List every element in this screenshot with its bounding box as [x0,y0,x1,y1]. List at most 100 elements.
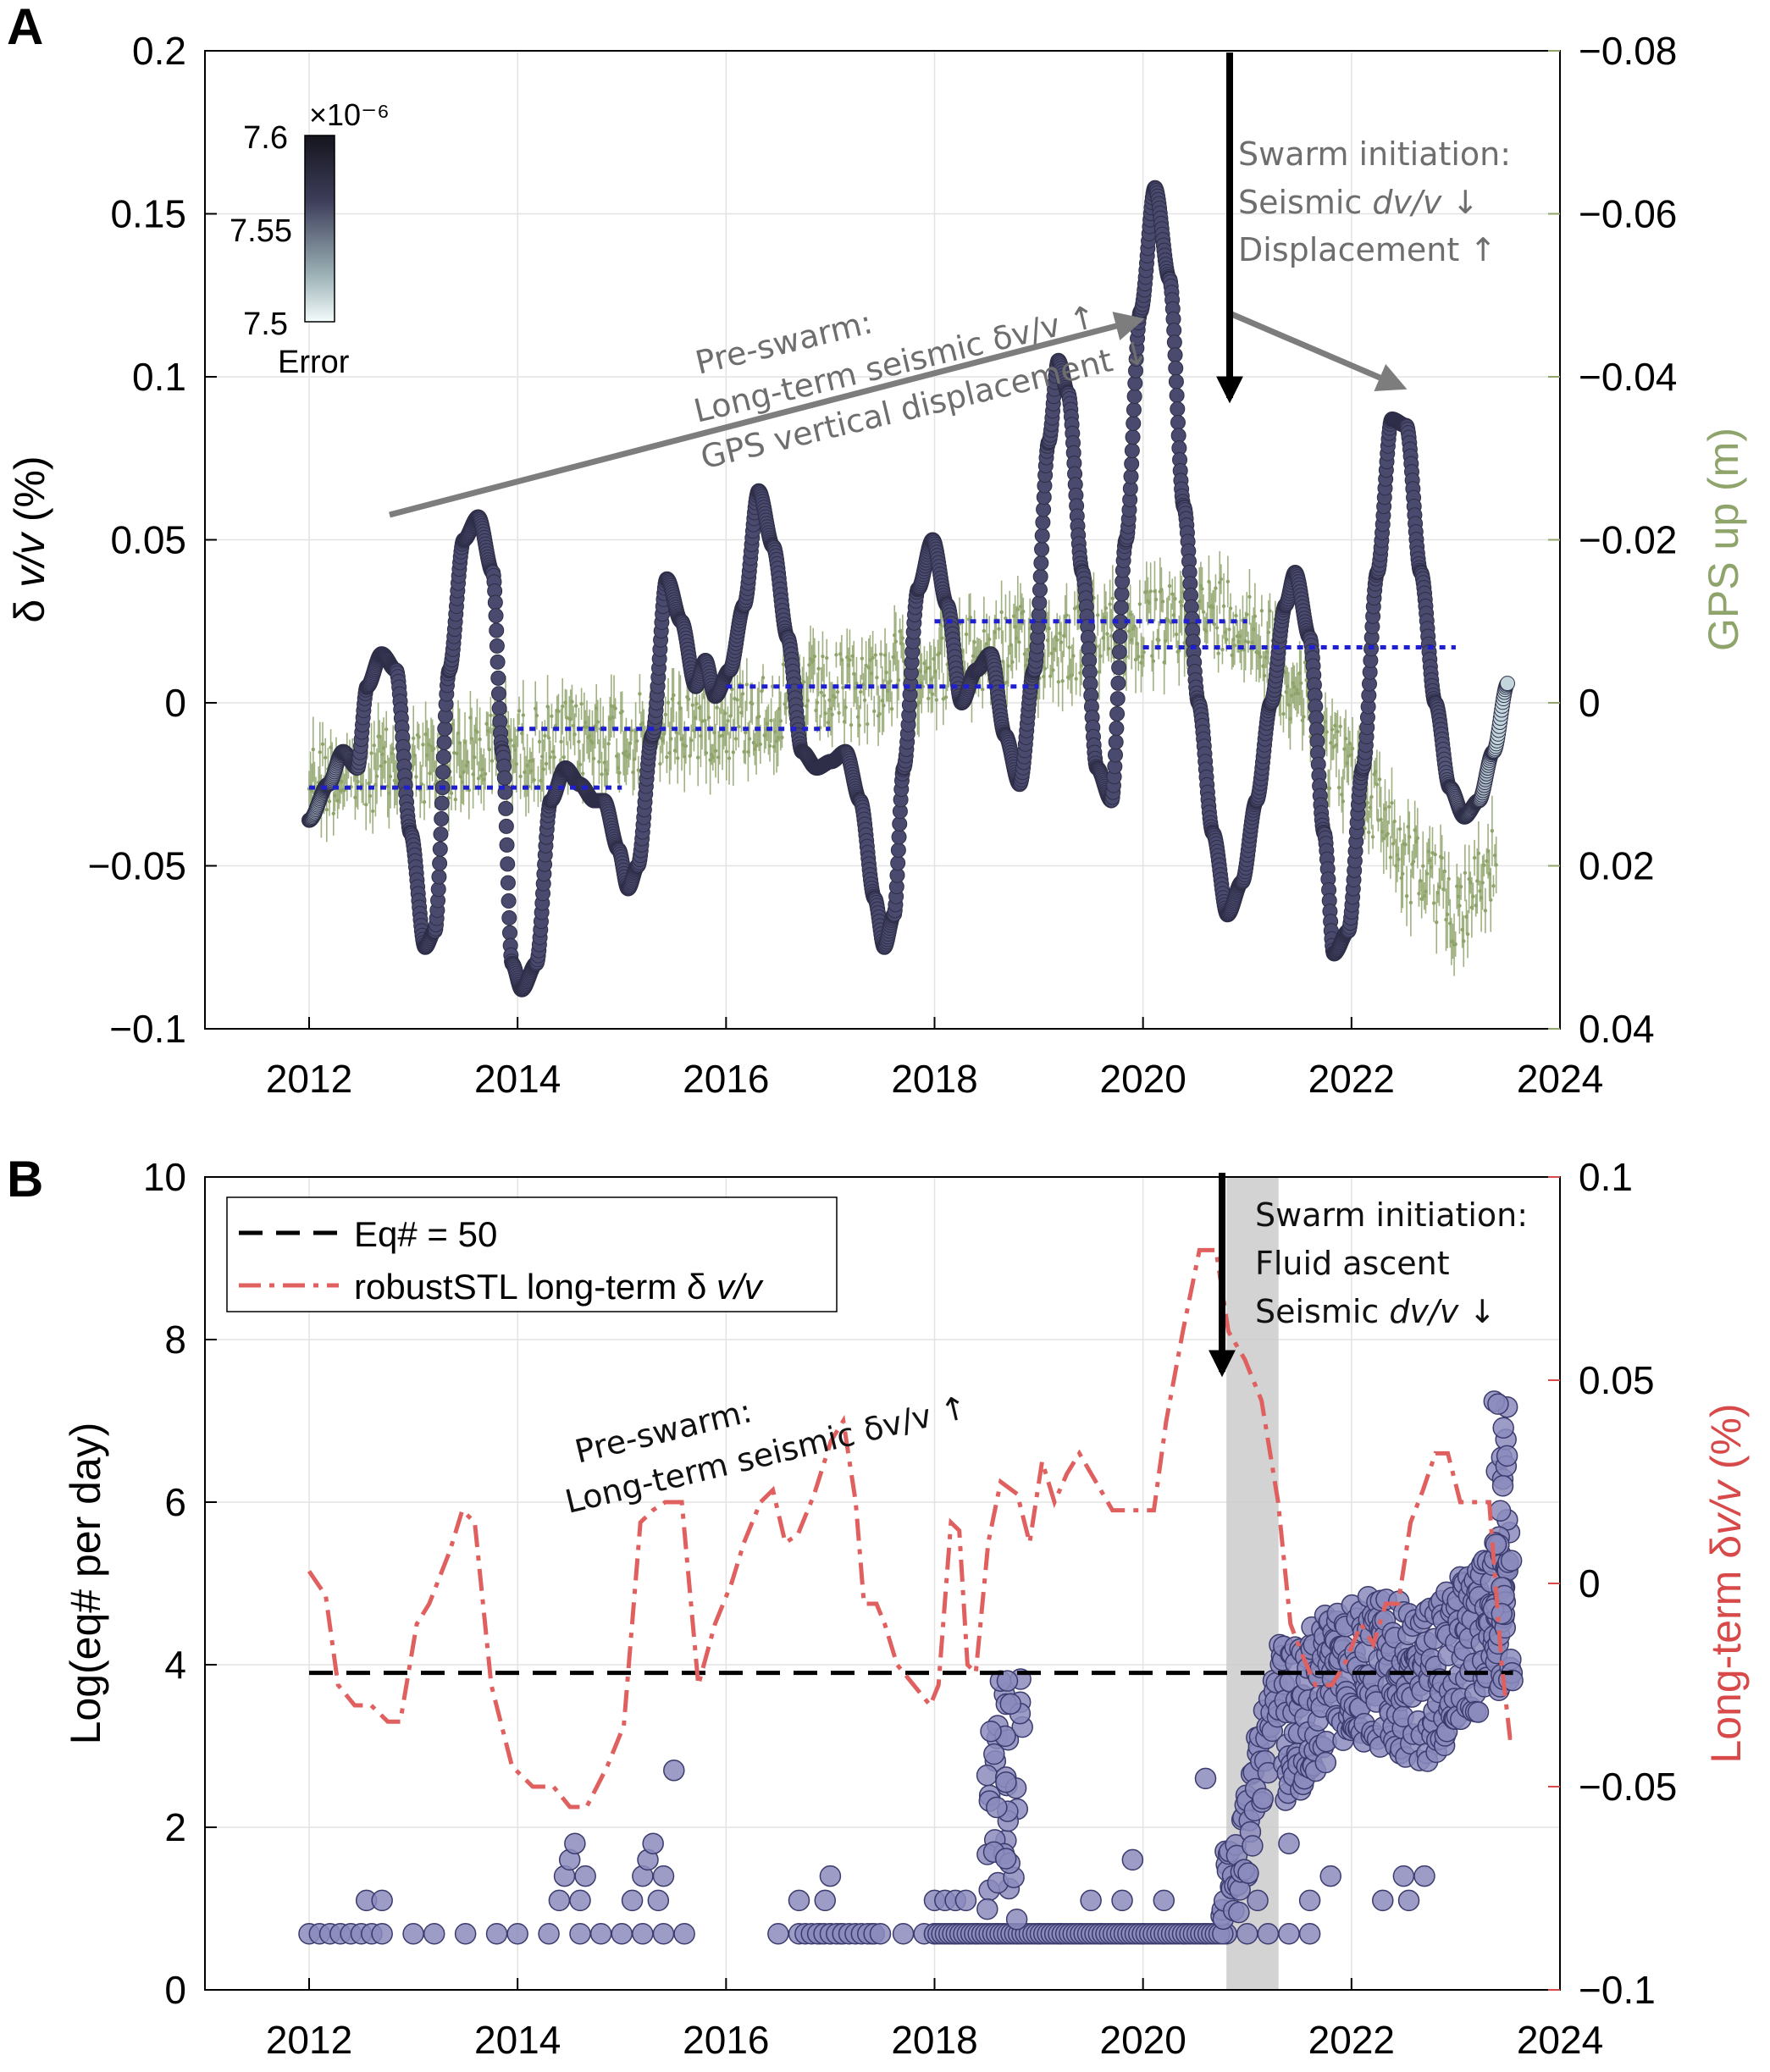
gps-point [600,772,604,776]
dvv-point [1126,389,1142,405]
ylabel-b-prefix: Long-term δ [1702,1535,1750,1764]
gps-point [1247,594,1252,599]
gps-point [475,730,479,734]
gps-point [1408,835,1412,839]
gps-point [374,774,379,778]
gps-point [1015,607,1021,611]
dvv-point [431,869,447,885]
gps-point [841,685,845,690]
annotation-a-swarm-2-prefix: Seismic [1238,184,1372,221]
dvv-point [890,855,906,871]
gps-point [1404,894,1409,898]
gps-point [1330,727,1335,732]
gps-point [636,768,641,772]
gps-point [1370,835,1375,839]
x-tick-label: 2022 [1308,2018,1395,2062]
gps-point [780,735,784,740]
eq-point [1372,1889,1394,1912]
gps-point [1336,785,1341,790]
gps-point [1103,605,1109,611]
gps-point [879,652,883,656]
gps-point [1225,638,1229,642]
eq-point [1487,1393,1509,1415]
gps-point [860,656,865,660]
dvv-point [489,638,505,654]
dvv-point [1032,582,1048,598]
gps-point [1299,681,1303,685]
dvv-point [490,686,506,702]
gps-point [606,742,611,746]
x-tick-label: 2016 [683,1057,769,1101]
gps-point [690,703,695,707]
gps-point [771,684,775,688]
colorbar-tick-bottom: 7.5 [243,307,288,342]
panel-a-right-axis-label: GPS up (m) [1700,428,1747,651]
gps-point [1424,871,1430,876]
gps-point [561,754,567,760]
gps-point [579,702,584,706]
dvv-point [1108,747,1124,763]
ylabel-b-suffix: (%) [1702,1403,1750,1481]
gps-point [757,714,761,719]
eq-point [1111,1889,1133,1912]
gps-point [1262,673,1267,678]
gps-point [819,690,824,695]
gps-point [1071,654,1076,658]
gps-point [1433,852,1437,857]
y-tick-label: 0 [164,1968,186,2012]
gps-point [665,754,669,760]
eq-point [1397,1889,1420,1912]
gps-point [1180,604,1184,608]
gps-point [987,637,992,642]
gps-point [981,687,985,692]
gps-point [506,724,511,729]
gps-point [476,776,481,781]
eq-point [574,1865,596,1887]
eq-point [371,1889,393,1912]
dvv-point [1113,599,1129,616]
eq-point [663,1760,685,1782]
gps-point [733,737,738,741]
gps-point [1463,870,1468,876]
colorbar-tick-mid: 7.55 [230,213,292,249]
gps-point [1408,900,1413,905]
gps-point [577,739,581,744]
gps-point [1137,602,1142,606]
gps-point [1431,901,1436,905]
eq-point [1247,1889,1269,1912]
gps-point [559,739,563,744]
gps-point [1060,679,1065,683]
eq-point [564,1832,586,1854]
gps-point [864,663,868,668]
y-right-tick-label: −0.06 [1579,192,1677,236]
dvv-point [891,829,907,845]
dvv-series [301,180,1516,997]
gps-point [968,616,973,620]
gps-point [1281,711,1286,716]
gps-point [737,724,741,729]
gps-point [744,682,749,687]
gps-point [1336,729,1340,734]
gps-point [704,750,709,755]
gps-point [1055,638,1059,642]
gps-point [1365,800,1369,805]
panel-a-label: A [7,0,43,55]
gps-point [1415,836,1420,840]
eq-point [673,1923,695,1945]
gps-point [859,689,863,694]
gps-point [1350,746,1355,751]
annotation-a-swarm-1: Swarm initiation: [1238,135,1511,173]
gps-point [412,736,416,741]
x-tick-label: 2016 [683,2018,769,2062]
eq-point [589,1923,612,1945]
gps-point [628,741,633,745]
gps-point [1388,855,1393,859]
gps-point [514,762,519,766]
dvv-point [500,875,516,891]
gps-point [703,718,707,723]
colorbar-label: Error [278,345,350,380]
panel-b-ticks [205,1176,1561,1991]
eq-point [1257,1923,1280,1945]
gps-point [597,760,601,764]
gps-point [1465,932,1470,937]
